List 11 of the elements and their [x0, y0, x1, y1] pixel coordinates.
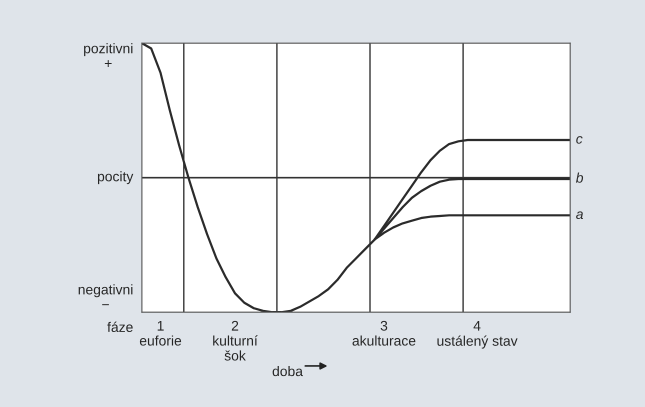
series-label: b [576, 172, 584, 183]
text: pocity [98, 171, 134, 184]
x-tick-label: 1 euforie [140, 321, 182, 346]
series-label: c [576, 136, 583, 144]
x-tick-label: 2 kulturní šok [213, 320, 258, 361]
text: pozitivni + [84, 43, 132, 67]
x-tick-label: 4 ustálený stav [437, 321, 518, 349]
series-label: a [576, 211, 584, 220]
x-axis-title: doba [272, 366, 303, 376]
x-tick-label: 3 akulturace [352, 320, 416, 346]
text: fáze [107, 322, 133, 332]
